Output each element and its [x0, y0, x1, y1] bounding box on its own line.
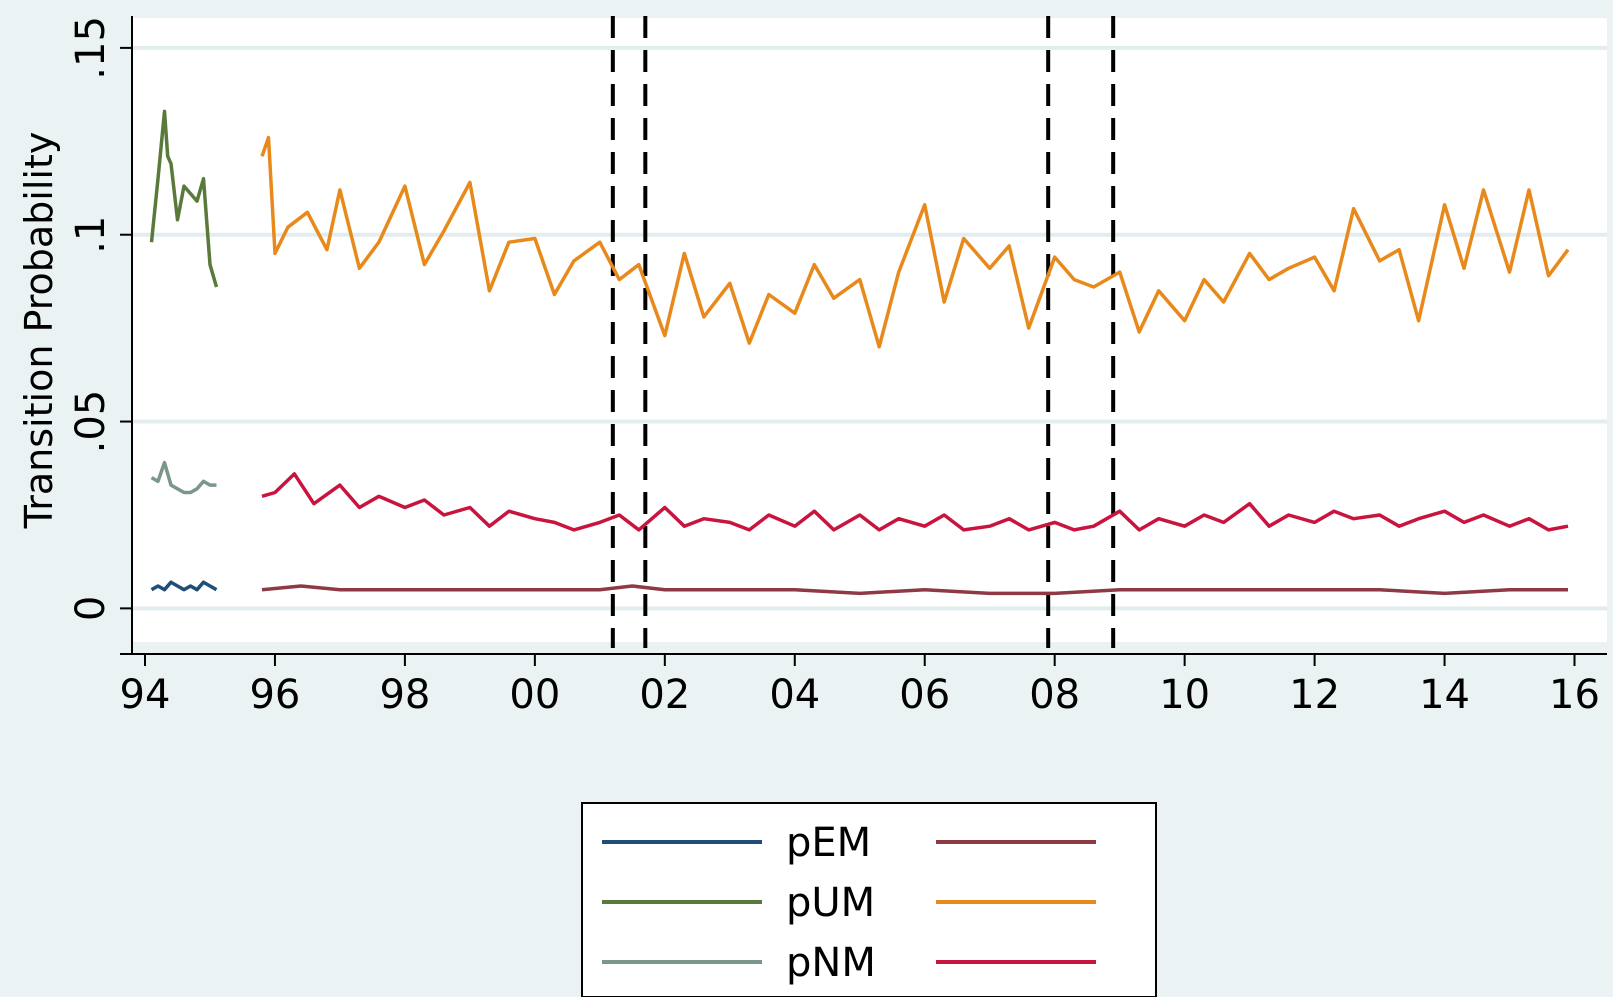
legend-label: pNM: [786, 940, 876, 986]
series-group: [149, 109, 1570, 596]
series-line: [260, 135, 1570, 349]
y-ticks: 0 .05 .1 .15: [68, 16, 132, 621]
legend-label: pUM: [786, 880, 875, 926]
x-tick-label: 02: [639, 672, 690, 718]
reference-lines: [610, 16, 1116, 648]
legend-label: pEM: [786, 820, 871, 866]
series-line: [150, 580, 218, 592]
axes: [120, 16, 1607, 655]
x-tick-label: 16: [1549, 672, 1600, 718]
x-tick-label: 04: [769, 672, 820, 718]
x-tick-label: 08: [1029, 672, 1080, 718]
legend: pEM pUM pNM: [581, 802, 1157, 997]
x-tick-label: 00: [509, 672, 560, 718]
y-tick-label: .15: [68, 16, 114, 80]
series-line: [149, 109, 219, 288]
x-tick-label: 94: [120, 672, 171, 718]
x-ticks: 94 96 98 00 02 04 06 08 10 12 14 16: [120, 654, 1600, 718]
x-tick-label: 96: [249, 672, 300, 718]
x-tick-label: 06: [899, 672, 950, 718]
gridlines: [132, 45, 1607, 611]
plot-area: [132, 18, 1607, 642]
x-tick-label: 12: [1289, 672, 1340, 718]
series-line: [150, 460, 217, 495]
x-tick-label: 14: [1419, 672, 1470, 718]
y-axis-title: Transition Probability: [17, 132, 61, 530]
series-line: [261, 584, 1568, 596]
y-tick-label: .05: [68, 390, 114, 454]
series-line: [261, 472, 1569, 532]
x-tick-label: 98: [379, 672, 430, 718]
y-tick-label: .1: [68, 216, 114, 254]
y-tick-label: 0: [68, 596, 114, 621]
x-tick-label: 10: [1159, 672, 1210, 718]
